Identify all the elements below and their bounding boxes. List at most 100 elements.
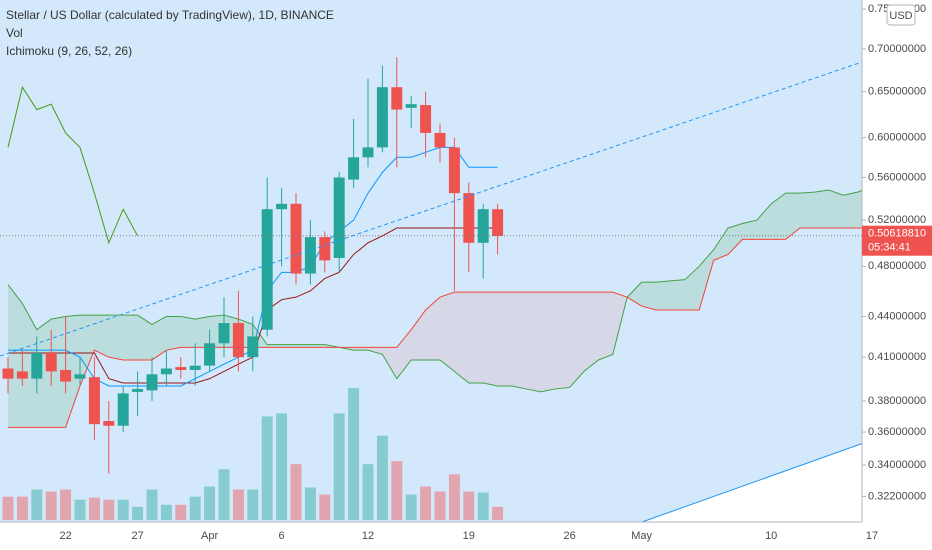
cloud-segment xyxy=(94,315,109,358)
currency-button[interactable] xyxy=(886,4,916,26)
volume-bar xyxy=(434,491,446,520)
cloud-segment xyxy=(281,344,296,348)
cloud-segment xyxy=(411,309,426,360)
candle-body xyxy=(333,177,345,258)
volume-bar xyxy=(362,464,374,520)
cloud-segment xyxy=(22,303,37,428)
cloud-segment xyxy=(483,292,498,386)
volume-bar xyxy=(247,489,259,520)
cloud-segment xyxy=(569,292,584,388)
candle-body xyxy=(204,343,216,366)
candle-body xyxy=(348,157,360,180)
cloud-segment xyxy=(152,316,167,360)
volume-bar xyxy=(290,464,302,520)
cloud-segment xyxy=(728,223,743,255)
current-price-box xyxy=(862,225,932,256)
cloud-segment xyxy=(123,315,138,360)
volume-bar xyxy=(391,461,403,520)
volume-bar xyxy=(333,413,345,520)
cloud-segment xyxy=(382,347,397,379)
cloud-segment xyxy=(656,280,671,310)
volume-bar xyxy=(146,489,158,520)
volume-bar xyxy=(304,487,316,520)
x-tick-label: Apr xyxy=(201,530,218,542)
y-tick-label: 0.44000000 xyxy=(868,310,926,322)
cloud-segment xyxy=(512,292,527,389)
y-tick-label: 0.34000000 xyxy=(868,459,926,471)
indicator-line xyxy=(7,186,873,393)
volume-bar xyxy=(60,489,72,520)
volume-bar xyxy=(405,494,417,520)
plot-background xyxy=(0,0,862,522)
candle-body xyxy=(146,374,158,391)
cloud-segment xyxy=(843,192,858,229)
cloud-layer xyxy=(8,186,872,428)
y-tick-label: 0.70000000 xyxy=(868,43,926,55)
volume-bar xyxy=(16,496,28,520)
cloud-segment xyxy=(440,292,455,372)
cloud-segment xyxy=(497,292,512,386)
cloud-segment xyxy=(540,292,556,392)
x-tick-label: 17 xyxy=(866,530,878,542)
cloud-segment xyxy=(396,329,412,379)
volume-bar xyxy=(463,491,475,520)
candle-body xyxy=(160,368,172,375)
legend-item: Vol xyxy=(6,26,23,40)
volume-bar xyxy=(175,504,187,520)
volume-bar xyxy=(261,416,273,520)
y-tick-label: 0.41000000 xyxy=(868,351,926,363)
cloud-segment xyxy=(555,292,570,389)
candle-body xyxy=(31,352,43,379)
candle-body xyxy=(88,377,100,425)
volume-bar xyxy=(276,413,288,520)
volume-bar xyxy=(448,474,460,520)
x-tick-label: 19 xyxy=(463,530,475,542)
volume-bar xyxy=(160,504,172,520)
volume-bar xyxy=(2,496,14,520)
cloud-segment xyxy=(36,319,52,428)
cloud-segment xyxy=(195,316,210,348)
candle-body xyxy=(362,147,374,158)
cloud-segment xyxy=(771,193,786,240)
volume-bar xyxy=(132,506,144,520)
currency-button-label[interactable]: USD xyxy=(889,10,912,22)
cloud-segment xyxy=(454,292,469,384)
cloud-segment xyxy=(800,192,815,229)
candle-body xyxy=(463,193,475,243)
candle-body xyxy=(232,323,244,358)
candle-body xyxy=(247,336,259,358)
price-axis xyxy=(862,0,932,550)
legend-item: Ichimoku (9, 26, 52, 26) xyxy=(6,44,132,58)
cloud-segment xyxy=(65,315,80,428)
cloud-segment xyxy=(828,189,844,229)
cloud-segment xyxy=(368,347,383,355)
candle-body xyxy=(175,367,187,370)
cloud-segment xyxy=(468,292,484,384)
trend-line xyxy=(0,61,863,357)
cloud-segment xyxy=(8,284,23,428)
candle-body xyxy=(448,147,460,194)
y-tick-label: 0.60000000 xyxy=(868,132,926,144)
current-price-label: 0.50618810 xyxy=(868,228,926,240)
cloud-segment xyxy=(353,347,368,351)
volume-bar xyxy=(319,494,331,520)
candle-body xyxy=(103,421,115,426)
x-tick-label: 22 xyxy=(59,530,71,542)
x-tick-label: 26 xyxy=(563,530,575,542)
cloud-segment xyxy=(684,266,700,310)
volume-bar xyxy=(204,486,216,520)
cloud-segment xyxy=(51,316,66,428)
y-tick-label: 0.56000000 xyxy=(868,171,926,183)
y-tick-label: 0.38000000 xyxy=(868,395,926,407)
volume-bar xyxy=(420,486,432,520)
candle-body xyxy=(45,352,57,372)
candle-body xyxy=(16,371,28,379)
candle-body xyxy=(319,237,331,261)
candle-body xyxy=(261,209,273,330)
x-tick-label: 6 xyxy=(279,530,285,542)
volume-bar xyxy=(232,489,244,520)
cloud-segment xyxy=(713,228,728,261)
cloud-segment xyxy=(584,292,599,372)
